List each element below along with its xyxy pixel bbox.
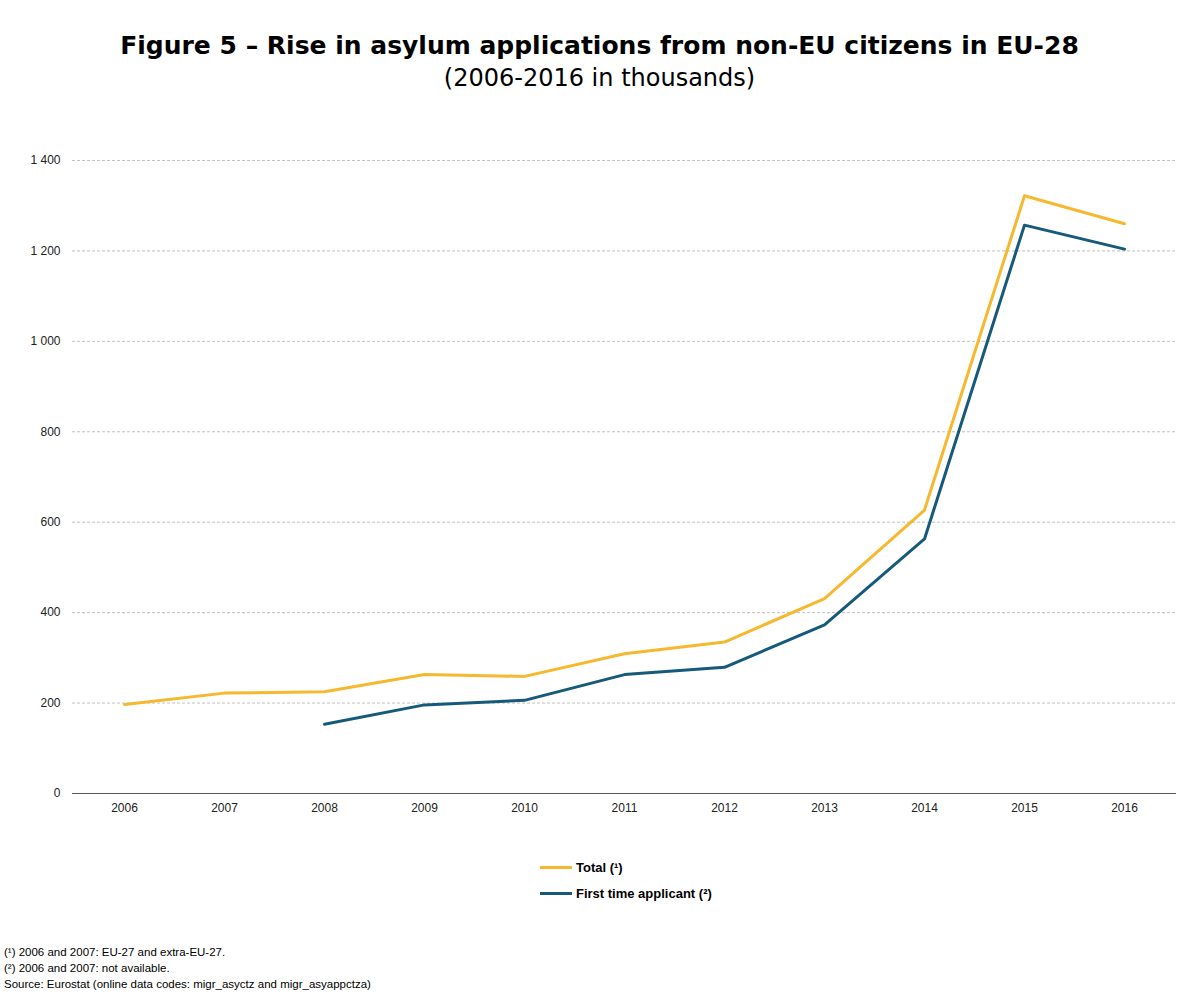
svg-text:200: 200	[40, 696, 60, 710]
html-text:Source: Eurostat (online data: Source: Eurostat (online data codes: mig…	[4, 978, 371, 990]
html-text:(¹) 2006 and 2007: EU-27 and e: (¹) 2006 and 2007: EU-27 and extra-EU-27…	[4, 946, 226, 958]
html-text:First time applicant (²): First time applicant (²)	[576, 885, 712, 901]
svg-text:2014: 2014	[911, 801, 938, 815]
svg-text:2015: 2015	[1011, 801, 1038, 815]
svg-text:1 200: 1 200	[30, 244, 60, 258]
html-text:(²) 2006 and 2007: not availab: (²) 2006 and 2007: not available.	[4, 962, 170, 974]
svg-text:2010: 2010	[511, 801, 538, 815]
svg-text:2016: 2016	[1111, 801, 1138, 815]
svg-text:2009: 2009	[411, 801, 438, 815]
svg-text:800: 800	[40, 425, 60, 439]
svg-text:2006: 2006	[111, 801, 138, 815]
svg-text:600: 600	[40, 515, 60, 529]
html-text:Total (¹): Total (¹)	[576, 859, 623, 875]
svg-text:2013: 2013	[811, 801, 838, 815]
svg-text:2008: 2008	[311, 801, 338, 815]
svg-text:2012: 2012	[711, 801, 738, 815]
html-text:Figure 5 – Rise in asylum appl: Figure 5 – Rise in asylum applications f…	[120, 31, 1079, 60]
svg-text:1 000: 1 000	[30, 334, 60, 348]
html-text:(2006-2016 in thousands): (2006-2016 in thousands)	[443, 64, 756, 92]
svg-text:0: 0	[54, 786, 61, 800]
svg-text:1 400: 1 400	[30, 153, 60, 167]
svg-text:2007: 2007	[211, 801, 238, 815]
svg-text:2011: 2011	[612, 801, 638, 815]
svg-text:400: 400	[40, 605, 60, 619]
